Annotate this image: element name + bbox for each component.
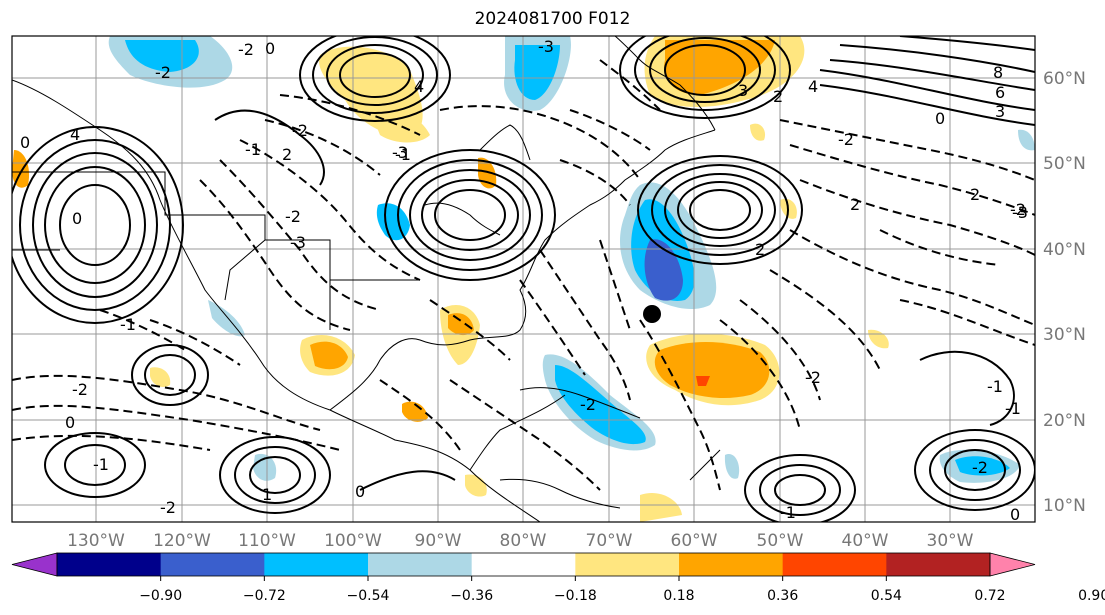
colorbar-tick-label: 0.18 xyxy=(663,588,694,604)
contour-label: 0 xyxy=(65,413,75,432)
colorbar-segment xyxy=(782,553,887,576)
colorbar-segment xyxy=(679,553,784,576)
colorbar-segment xyxy=(471,553,576,576)
contour-label: -1 xyxy=(1005,399,1021,418)
contour-label: 0 xyxy=(20,133,30,152)
contour-label: 2 xyxy=(970,185,980,204)
negative-contours xyxy=(12,59,1035,491)
contour-label: 2 xyxy=(755,240,765,259)
contour-label: -2 xyxy=(972,458,988,477)
lon-label: 80°W xyxy=(500,531,547,551)
colorbar-frame xyxy=(56,552,991,577)
colorbar-extend-low xyxy=(11,552,58,577)
contour-label: 4 xyxy=(808,77,818,96)
lat-label: 60°N xyxy=(1043,69,1086,89)
contour-label: -2 xyxy=(72,380,88,399)
contour-label: -3 xyxy=(392,143,408,162)
contour-label: 0 xyxy=(1010,505,1020,524)
contour-label: -2 xyxy=(285,207,301,226)
colorbar-segment xyxy=(264,553,369,576)
contour-label: 0 xyxy=(72,209,82,228)
contour-label: 3 xyxy=(995,102,1005,121)
lon-label: 90°W xyxy=(415,531,462,551)
contour-labels: -2 -2 0 4 -3 -2 2 -1 0 4 -2 -3 -1 -3 0 -… xyxy=(20,37,1028,524)
contour-label: -1 xyxy=(395,145,411,164)
colorbar-segment xyxy=(886,553,991,576)
colorbar-segment xyxy=(160,553,265,576)
colorbar-tick-label: −0.90 xyxy=(139,588,182,604)
lon-label: 70°W xyxy=(586,531,633,551)
colorbar-tick-label: 0.72 xyxy=(974,588,1005,604)
contour-label: -2 xyxy=(805,368,821,387)
colorbar-tick-label: −0.72 xyxy=(243,588,286,604)
colorbar-tick-labels: −0.90 −0.72 −0.54 −0.36 −0.18 0.18 0.36 … xyxy=(139,588,1105,604)
contour-label: -2 xyxy=(238,40,254,59)
colorbar-segment xyxy=(57,553,162,576)
contour-label: 0 xyxy=(935,109,945,128)
colorbar-segment xyxy=(368,553,473,576)
contour-label: 6 xyxy=(995,83,1005,102)
lon-label: 130°W xyxy=(67,531,125,551)
contour-label: -3 xyxy=(1012,203,1028,222)
colorbar-tick-label: −0.54 xyxy=(347,588,390,604)
colorbar-segment xyxy=(575,553,680,576)
contour-label: 3 xyxy=(738,81,748,100)
colorbar-tick-label: 0.54 xyxy=(871,588,902,604)
colorbar-tick-label: 0.36 xyxy=(767,588,798,604)
contour-label: -1 xyxy=(93,455,109,474)
lon-label: 30°W xyxy=(927,531,974,551)
longitude-labels: 130°W 120°W 110°W 100°W 90°W 80°W 70°W 6… xyxy=(67,531,974,551)
contour-label: -2 xyxy=(838,130,854,149)
lat-label: 50°N xyxy=(1043,154,1086,174)
contour-label: -2 xyxy=(160,498,176,517)
positive-contours xyxy=(12,36,1035,522)
contour-label: 2 xyxy=(773,87,783,106)
contour-label: 2 xyxy=(282,145,292,164)
colorbar-tick-label: 0.90 xyxy=(1078,588,1105,604)
contour-label: 1 xyxy=(262,485,272,504)
latitude-labels: 60°N 50°N 40°N 30°N 20°N 10°N xyxy=(1043,69,1086,516)
map-frame xyxy=(11,35,1036,523)
lon-label: 110°W xyxy=(238,531,296,551)
contour-label: -1 xyxy=(987,377,1003,396)
lon-label: 40°W xyxy=(842,531,889,551)
colorbar xyxy=(11,552,1036,581)
contour-label: 0 xyxy=(355,482,365,501)
colorbar-tick-label: −0.18 xyxy=(554,588,597,604)
contour-label: -1 xyxy=(245,140,261,159)
contour-label: 2 xyxy=(850,195,860,214)
colorbar-extend-high xyxy=(989,552,1036,577)
contour-label: -2 xyxy=(292,121,308,140)
lon-label: 50°W xyxy=(757,531,804,551)
lat-label: 40°N xyxy=(1043,240,1086,260)
lon-label: 60°W xyxy=(671,531,718,551)
contour-label: -2 xyxy=(580,395,596,414)
contour-label: 0 xyxy=(265,39,275,58)
contour-label: -3 xyxy=(290,233,306,252)
storm-center-marker xyxy=(643,305,661,323)
contour-label: -2 xyxy=(1010,200,1026,219)
contour-label: 4 xyxy=(70,125,80,144)
lon-label: 100°W xyxy=(324,531,382,551)
contour-label: -3 xyxy=(538,37,554,56)
lon-label: 120°W xyxy=(153,531,211,551)
contour-label: -1 xyxy=(780,503,796,522)
contour-label: 4 xyxy=(414,77,424,96)
lat-label: 20°N xyxy=(1043,411,1086,431)
lat-label: 30°N xyxy=(1043,325,1086,345)
contour-label: -1 xyxy=(120,315,136,334)
contour-label: 8 xyxy=(993,63,1003,82)
map-title: 2024081700 F012 xyxy=(474,9,631,29)
contour-label: -2 xyxy=(155,63,171,82)
colorbar-tick-label: −0.36 xyxy=(450,588,493,604)
lat-label: 10°N xyxy=(1043,496,1086,516)
graticule-grid xyxy=(12,36,1035,522)
